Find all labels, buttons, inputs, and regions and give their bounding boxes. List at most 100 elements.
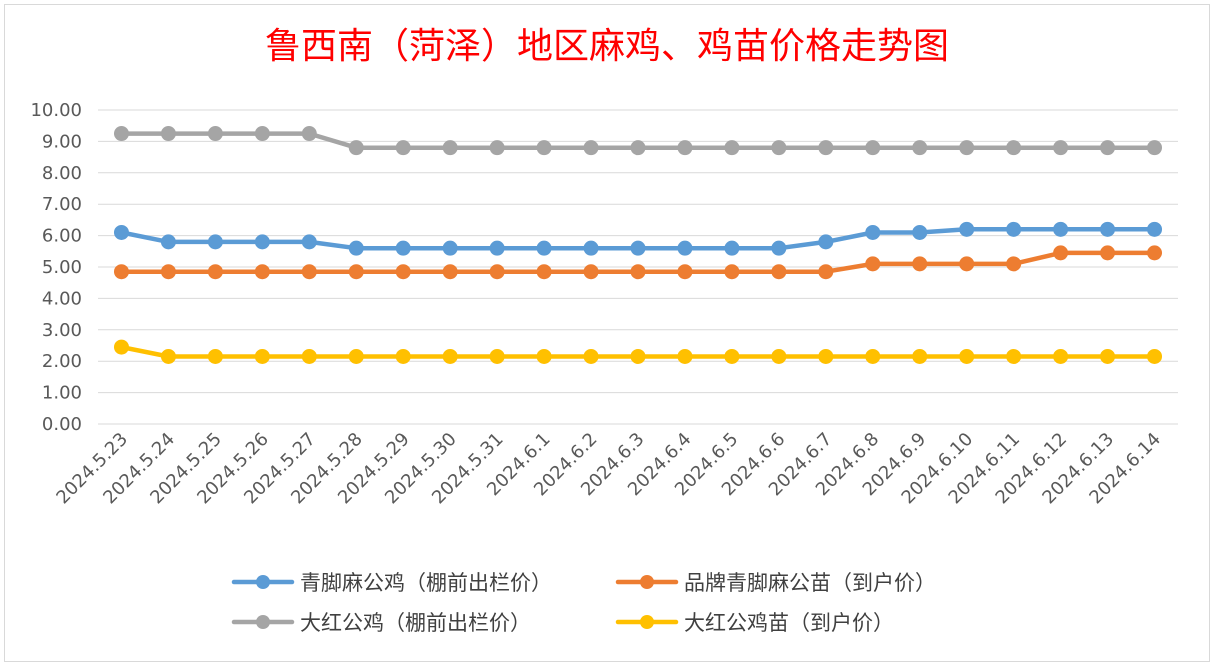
y-tick-label: 1.00 xyxy=(42,383,82,404)
data-point xyxy=(207,264,223,280)
data-point xyxy=(865,140,881,156)
data-point xyxy=(677,140,693,156)
data-point xyxy=(865,256,881,272)
data-point xyxy=(254,348,270,364)
data-point xyxy=(1147,245,1163,261)
legend-label: 大红公鸡（棚前出栏价） xyxy=(300,611,531,635)
data-point xyxy=(1053,221,1069,237)
data-point xyxy=(818,234,834,250)
data-point xyxy=(1053,348,1069,364)
data-point xyxy=(583,140,599,156)
data-point xyxy=(1100,348,1116,364)
data-point xyxy=(724,348,740,364)
data-point xyxy=(959,256,975,272)
chart-title: 鲁西南（菏泽）地区麻鸡、鸡苗价格走势图 xyxy=(265,26,949,67)
data-point xyxy=(771,264,787,280)
legend-item: 大红公鸡（棚前出栏价） xyxy=(231,611,531,635)
data-point xyxy=(1100,245,1116,261)
y-tick-label: 4.00 xyxy=(42,288,82,309)
data-point xyxy=(959,348,975,364)
data-point xyxy=(818,348,834,364)
data-point xyxy=(865,224,881,240)
data-point xyxy=(442,264,458,280)
y-tick-label: 2.00 xyxy=(42,351,82,372)
data-point xyxy=(113,264,129,280)
data-point xyxy=(677,240,693,256)
data-point xyxy=(1147,221,1163,237)
data-point xyxy=(254,126,270,142)
data-point xyxy=(301,234,317,250)
y-tick-label: 8.00 xyxy=(42,163,82,184)
data-point xyxy=(113,126,129,142)
data-point xyxy=(160,234,176,250)
data-point xyxy=(348,140,364,156)
data-point xyxy=(724,240,740,256)
data-point xyxy=(536,348,552,364)
legend-item: 青脚麻公鸡（棚前出栏价） xyxy=(231,571,552,595)
series-2 xyxy=(113,126,1163,156)
data-point xyxy=(395,264,411,280)
legend-swatch-marker xyxy=(640,615,654,629)
data-point xyxy=(583,240,599,256)
data-point xyxy=(912,256,928,272)
data-point xyxy=(912,224,928,240)
legend-item: 大红公鸡苗（到户价） xyxy=(615,611,894,635)
data-point xyxy=(1006,256,1022,272)
data-point xyxy=(818,140,834,156)
legend-label: 品牌青脚麻公苗（到户价） xyxy=(684,571,936,595)
legend-label: 大红公鸡苗（到户价） xyxy=(684,611,894,635)
legend-swatch-marker xyxy=(256,615,270,629)
data-point xyxy=(348,240,364,256)
data-point xyxy=(959,221,975,237)
data-point xyxy=(489,348,505,364)
data-point xyxy=(1006,348,1022,364)
y-tick-label: 3.00 xyxy=(42,320,82,341)
series-1 xyxy=(113,245,1163,280)
data-point xyxy=(160,348,176,364)
data-point xyxy=(395,348,411,364)
y-tick-label: 10.00 xyxy=(30,100,82,121)
data-point xyxy=(1147,140,1163,156)
data-point xyxy=(912,140,928,156)
y-tick-label: 0.00 xyxy=(42,414,82,435)
data-point xyxy=(301,264,317,280)
data-point xyxy=(630,264,646,280)
data-point xyxy=(677,264,693,280)
data-point xyxy=(677,348,693,364)
data-point xyxy=(724,140,740,156)
legend-item: 品牌青脚麻公苗（到户价） xyxy=(615,571,936,595)
series-0 xyxy=(113,221,1163,256)
legend: 青脚麻公鸡（棚前出栏价） 品牌青脚麻公苗（到户价） 大红公鸡（棚前出栏价） 大红公鸡苗… xyxy=(231,571,936,635)
data-point xyxy=(630,240,646,256)
data-point xyxy=(207,126,223,142)
y-tick-label: 6.00 xyxy=(42,226,82,247)
data-point xyxy=(207,348,223,364)
data-point xyxy=(1006,140,1022,156)
data-point xyxy=(254,264,270,280)
data-point xyxy=(207,234,223,250)
data-point xyxy=(1100,221,1116,237)
data-point xyxy=(865,348,881,364)
data-point xyxy=(1006,221,1022,237)
y-tick-label: 7.00 xyxy=(42,194,82,215)
data-point xyxy=(489,140,505,156)
y-tick-label: 5.00 xyxy=(42,257,82,278)
data-point xyxy=(1053,245,1069,261)
data-point xyxy=(1147,348,1163,364)
data-point xyxy=(442,140,458,156)
data-point xyxy=(348,348,364,364)
series-lines xyxy=(113,126,1163,364)
y-tick-label: 9.00 xyxy=(42,131,82,152)
data-point xyxy=(630,348,646,364)
data-point xyxy=(1100,140,1116,156)
series-3 xyxy=(113,339,1163,364)
data-point xyxy=(160,126,176,142)
data-point xyxy=(771,140,787,156)
data-point xyxy=(771,240,787,256)
data-point xyxy=(771,348,787,364)
data-point xyxy=(160,264,176,280)
legend-swatch-marker xyxy=(640,575,654,589)
data-point xyxy=(489,240,505,256)
data-point xyxy=(536,264,552,280)
